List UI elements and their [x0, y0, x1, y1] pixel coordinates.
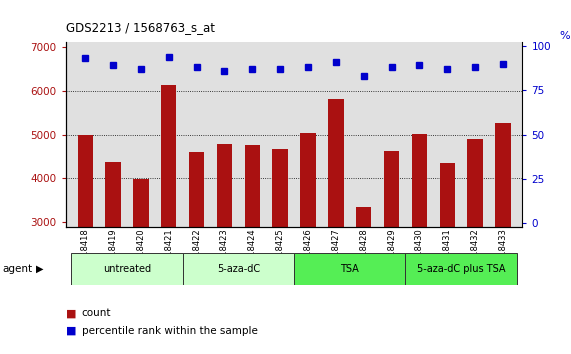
Bar — [468, 139, 482, 354]
FancyBboxPatch shape — [294, 253, 405, 285]
Text: %: % — [559, 31, 570, 41]
Text: count: count — [82, 308, 111, 318]
Text: 5-aza-dC plus TSA: 5-aza-dC plus TSA — [417, 264, 505, 274]
FancyBboxPatch shape — [183, 253, 294, 285]
Bar — [440, 163, 455, 354]
Text: untreated: untreated — [103, 264, 151, 274]
Bar — [356, 207, 371, 354]
Bar — [217, 144, 232, 354]
Bar — [189, 153, 204, 354]
Text: GDS2213 / 1568763_s_at: GDS2213 / 1568763_s_at — [66, 21, 215, 34]
Bar — [78, 135, 93, 354]
Bar — [133, 179, 148, 354]
Bar — [495, 123, 510, 354]
FancyBboxPatch shape — [405, 253, 517, 285]
Text: ■: ■ — [66, 308, 76, 318]
Bar — [161, 85, 176, 354]
FancyBboxPatch shape — [71, 253, 183, 285]
Bar — [300, 133, 316, 354]
Bar — [106, 162, 120, 354]
Text: agent: agent — [3, 264, 33, 274]
Text: ■: ■ — [66, 326, 76, 336]
Bar — [244, 145, 260, 354]
Bar — [328, 99, 344, 354]
Text: percentile rank within the sample: percentile rank within the sample — [82, 326, 258, 336]
Bar — [412, 134, 427, 354]
Bar — [384, 151, 399, 354]
Bar — [272, 149, 288, 354]
Text: ▶: ▶ — [36, 264, 43, 274]
Text: TSA: TSA — [340, 264, 359, 274]
Text: 5-aza-dC: 5-aza-dC — [217, 264, 260, 274]
